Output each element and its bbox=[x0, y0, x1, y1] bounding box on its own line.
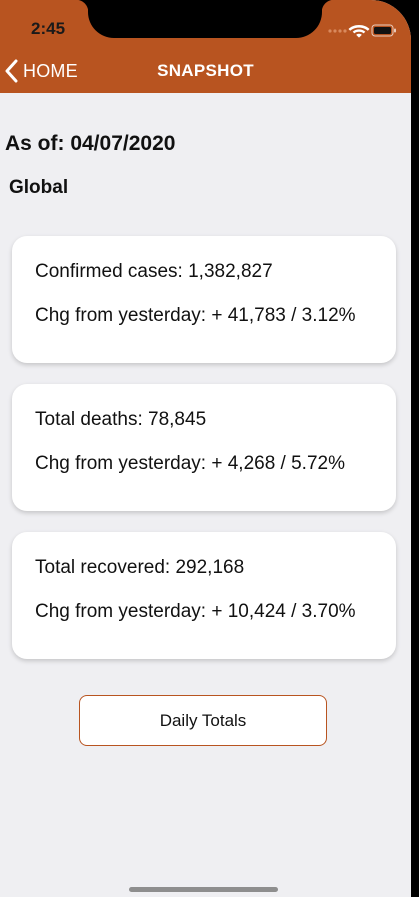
home-indicator[interactable] bbox=[129, 887, 278, 892]
daily-totals-button[interactable]: Daily Totals bbox=[79, 695, 327, 746]
status-icons bbox=[327, 22, 397, 38]
back-button-label: HOME bbox=[23, 60, 78, 81]
nav-bar: 2:45 bbox=[0, 0, 411, 93]
page-title: SNAPSHOT bbox=[157, 61, 254, 80]
back-button[interactable]: HOME bbox=[5, 58, 78, 84]
device-notch bbox=[76, 0, 334, 38]
chevron-left-icon bbox=[5, 59, 18, 83]
as-of-date: As of: 04/07/2020 bbox=[5, 132, 176, 155]
cellular-signal-icon bbox=[328, 29, 347, 33]
total-deaths-card: Total deaths: 78,845 Chg from yesterday:… bbox=[12, 384, 396, 511]
status-time: 2:45 bbox=[31, 19, 66, 38]
confirmed-cases-change: Chg from yesterday: + 41,783 / 3.12% bbox=[35, 305, 356, 326]
total-recovered-total: Total recovered: 292,168 bbox=[35, 557, 245, 578]
wifi-icon bbox=[348, 25, 370, 38]
total-recovered-card: Total recovered: 292,168 Chg from yester… bbox=[12, 532, 396, 659]
total-deaths-change: Chg from yesterday: + 4,268 / 5.72% bbox=[35, 453, 345, 474]
confirmed-cases-card: Confirmed cases: 1,382,827 Chg from yest… bbox=[12, 236, 396, 363]
battery-icon bbox=[371, 24, 396, 37]
confirmed-cases-total: Confirmed cases: 1,382,827 bbox=[35, 261, 273, 282]
total-deaths-total: Total deaths: 78,845 bbox=[35, 409, 207, 430]
region-label: Global bbox=[9, 177, 69, 198]
total-recovered-change: Chg from yesterday: + 10,424 / 3.70% bbox=[35, 601, 356, 622]
